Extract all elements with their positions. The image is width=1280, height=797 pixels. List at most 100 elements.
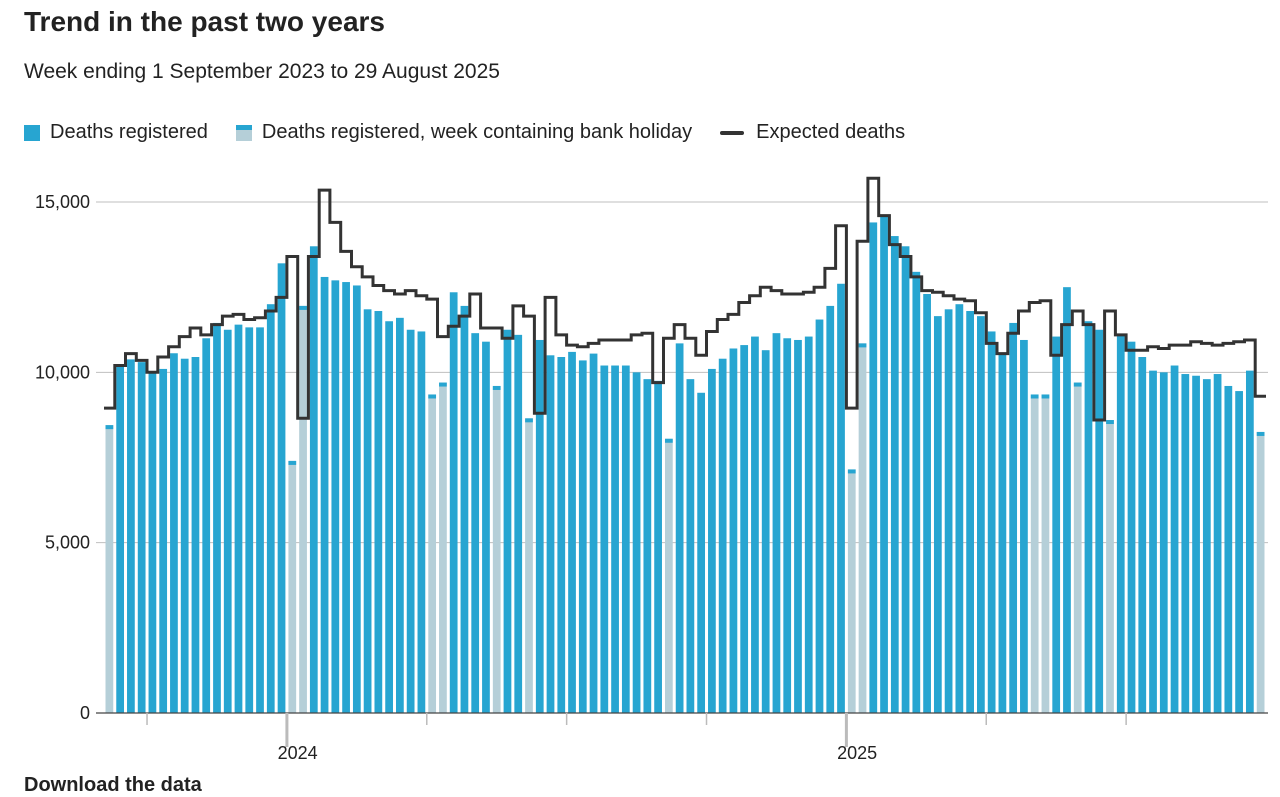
bar-registered xyxy=(406,329,415,713)
bar-registered xyxy=(589,353,598,713)
bar-registered xyxy=(460,305,469,713)
bar-bank-holiday xyxy=(428,394,437,713)
bar-registered xyxy=(675,343,684,713)
bar-registered xyxy=(1149,370,1157,713)
bar-registered xyxy=(159,368,168,713)
bar-registered xyxy=(1159,372,1168,713)
bar-registered xyxy=(977,316,985,713)
bar-registered xyxy=(643,379,652,713)
bar-registered xyxy=(1063,287,1071,713)
bar-registered xyxy=(1084,321,1093,713)
bar-registered xyxy=(320,276,329,713)
bar-registered xyxy=(794,339,802,713)
chart-subtitle: Week ending 1 September 2023 to 29 Augus… xyxy=(24,60,500,83)
bar-registered xyxy=(944,309,953,713)
bar-registered xyxy=(772,333,781,713)
legend-item-registered[interactable]: Deaths registered xyxy=(24,121,208,144)
bar-registered xyxy=(987,331,996,713)
bar-bank-holiday-cap xyxy=(1041,394,1050,399)
legend-label-bank-holiday: Deaths registered, week containing bank … xyxy=(261,121,693,143)
bar-bank-holiday-cap xyxy=(1030,394,1039,399)
bar-registered xyxy=(729,348,738,713)
bar-bank-holiday xyxy=(492,385,501,713)
bar-registered xyxy=(180,358,189,713)
bar-registered xyxy=(352,285,361,713)
bar-registered xyxy=(1095,329,1104,713)
bar-bank-holiday-cap xyxy=(492,385,501,390)
bar-bank-holiday xyxy=(1106,420,1114,713)
chart-legend: Deaths registered Deaths registered, wee… xyxy=(24,121,933,144)
bar-bank-holiday xyxy=(1256,431,1265,713)
bar-registered xyxy=(1224,385,1233,713)
legend-item-bank-holiday[interactable]: Deaths registered, week containing bank … xyxy=(235,121,693,144)
bar-registered xyxy=(170,353,178,713)
bar-bank-holiday xyxy=(525,418,533,713)
bar-registered xyxy=(890,236,899,714)
bar-bank-holiday xyxy=(858,343,867,713)
bar-registered xyxy=(708,368,716,713)
bar-bank-holiday-cap xyxy=(847,469,856,474)
bar-bank-holiday-cap xyxy=(428,394,437,399)
x-tick-label: 2025 xyxy=(837,743,877,763)
bar-registered xyxy=(740,345,749,713)
legend-item-expected[interactable]: Expected deaths xyxy=(720,121,905,144)
bar-bank-holiday xyxy=(105,425,114,713)
bar-registered xyxy=(632,372,641,713)
bar-registered xyxy=(1181,374,1190,713)
bar-registered xyxy=(1138,357,1147,713)
bar-registered xyxy=(686,379,695,713)
bar-bank-holiday-cap xyxy=(525,418,533,423)
bar-registered xyxy=(912,271,921,713)
bar-registered xyxy=(761,350,770,713)
bar-registered xyxy=(417,331,426,713)
bar-registered xyxy=(127,359,135,713)
bar-registered xyxy=(697,392,706,713)
x-tick-label: 2024 xyxy=(278,743,318,763)
bar-registered xyxy=(342,282,350,713)
bar-registered xyxy=(245,327,254,713)
bar-registered xyxy=(256,327,264,713)
bar-registered xyxy=(148,373,157,713)
bar-registered xyxy=(923,293,931,713)
bar-registered xyxy=(396,317,404,713)
expected-deaths-line xyxy=(104,176,1266,422)
bar-bank-holiday-cap xyxy=(439,382,447,387)
bar-registered xyxy=(277,263,286,713)
y-tick-label: 0 xyxy=(80,703,90,723)
bar-registered xyxy=(557,357,566,713)
chart-title: Trend in the past two years xyxy=(24,6,385,37)
bar-registered xyxy=(191,357,200,713)
bar-registered xyxy=(503,329,512,713)
bar-registered xyxy=(1116,334,1125,713)
bar-registered xyxy=(1009,322,1018,713)
bar-registered xyxy=(449,292,458,713)
bar-registered xyxy=(1127,341,1136,713)
bar-bank-holiday-cap xyxy=(288,460,297,465)
bar-registered xyxy=(266,304,275,713)
bar-bank-holiday xyxy=(1030,394,1039,713)
bar-registered xyxy=(1245,370,1254,713)
bar-registered xyxy=(234,324,243,713)
bar-registered xyxy=(514,334,523,713)
bar-registered xyxy=(1020,339,1028,713)
bar-bank-holiday-cap xyxy=(105,425,114,430)
bar-registered xyxy=(223,329,232,713)
bar-registered xyxy=(955,304,964,713)
bar-bank-holiday xyxy=(664,438,673,713)
bar-registered xyxy=(621,365,630,713)
bar-registered xyxy=(471,333,480,713)
bar-bank-holiday-cap xyxy=(1106,420,1114,425)
bar-registered xyxy=(826,305,835,713)
bar-bank-holiday-cap xyxy=(664,438,673,443)
bar-registered xyxy=(385,321,393,713)
bar-registered xyxy=(535,339,544,713)
bar-registered xyxy=(374,311,383,713)
bar-registered xyxy=(998,353,1007,713)
bar-bank-holiday xyxy=(439,382,447,713)
bar-registered xyxy=(331,280,340,713)
bar-registered xyxy=(880,215,888,714)
bar-registered xyxy=(804,336,813,713)
bar-registered xyxy=(901,246,910,713)
bar-registered xyxy=(837,283,845,713)
